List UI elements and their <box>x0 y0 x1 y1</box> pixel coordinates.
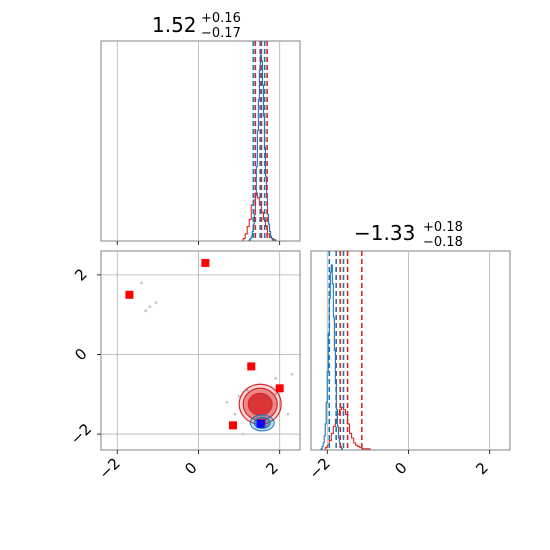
hx1-xtick-label-1: 0 <box>391 459 410 478</box>
red-square-marker-2 <box>247 362 256 371</box>
sample-point-8 <box>225 400 229 404</box>
red-contour-inner <box>247 392 273 416</box>
hx1-xtick-label-2: 2 <box>472 459 491 478</box>
sample-point-1 <box>148 305 152 309</box>
title-x0-minus: −0.17 <box>201 26 241 41</box>
sample-point-12 <box>241 432 245 436</box>
hist-x1-frame <box>310 250 511 451</box>
scatter-frame <box>100 250 301 451</box>
title-x1-median: −1.33 <box>354 221 415 245</box>
red-square-marker-4 <box>228 421 237 430</box>
sc-xtick-label-1: 0 <box>181 459 200 478</box>
red-square-marker-0 <box>125 290 134 299</box>
sample-point-4 <box>237 394 241 398</box>
hist-x0-frame <box>100 40 301 242</box>
title-x1: −1.33 +0.18 −0.18 <box>354 220 463 250</box>
sample-point-9 <box>286 412 290 416</box>
blue-square-marker <box>256 419 265 428</box>
hist-x1-blue <box>320 264 344 450</box>
sample-point-7 <box>290 372 294 376</box>
hist-x1-red <box>324 406 371 450</box>
hist-panel-x1: −2 0 2 <box>306 250 511 483</box>
sample-point-11 <box>233 412 237 416</box>
sample-point-2 <box>154 301 158 305</box>
sc-xtick-label-0: −2 <box>96 454 124 482</box>
red-square-marker-3 <box>275 384 284 393</box>
sample-point-10 <box>274 392 278 396</box>
sample-point-3 <box>144 309 148 313</box>
hist-panel-x0 <box>100 40 301 245</box>
sc-ytick-label-2: 2 <box>71 265 90 284</box>
scatter-panel: −2 0 2 −2 0 2 <box>67 250 301 483</box>
title-x1-plus: +0.18 <box>423 220 463 235</box>
hist-x0-red <box>242 192 277 241</box>
hx1-xtick-label-0: −2 <box>306 454 334 482</box>
title-x0: 1.52 +0.16 −0.17 <box>152 11 241 41</box>
title-x0-median: 1.52 <box>152 13 197 37</box>
title-x1-minus: −0.18 <box>423 235 463 250</box>
sample-point-6 <box>274 376 278 380</box>
title-x0-plus: +0.16 <box>201 11 241 26</box>
red-square-marker-1 <box>201 258 210 267</box>
sc-xtick-label-2: 2 <box>262 459 281 478</box>
sc-ytick-label-1: 0 <box>71 345 90 364</box>
sc-ytick-label-0: −2 <box>67 420 95 448</box>
sample-point-0 <box>140 281 144 285</box>
